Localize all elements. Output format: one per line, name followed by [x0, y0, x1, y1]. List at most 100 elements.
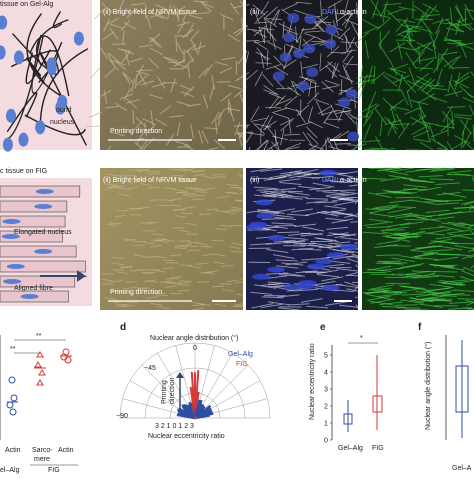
nucleus: [14, 50, 24, 64]
texture-stroke: [201, 246, 213, 247]
nucleus: [283, 32, 295, 42]
text: (ii) Bright-field of NRVM tissue: [103, 177, 197, 184]
text: nucleus: [50, 119, 75, 126]
texture-stroke: [241, 279, 243, 280]
texture-stroke: [371, 274, 395, 275]
box-fig: [373, 355, 382, 430]
nucleus: [36, 189, 54, 194]
nucleus: [298, 283, 316, 289]
text: Nuclear eccentricity ratio: [148, 433, 225, 440]
text: −45: [144, 365, 156, 372]
nucleus: [7, 264, 25, 269]
text: 0: [193, 345, 197, 352]
nucleus: [347, 132, 359, 142]
texture-stroke: [212, 240, 224, 241]
text: *: [360, 335, 363, 342]
nucleus: [304, 14, 316, 24]
texture-stroke: [123, 305, 135, 306]
nucleus: [255, 199, 273, 205]
texture-stroke: [355, 297, 358, 298]
nucleus: [293, 48, 305, 58]
text: mere: [34, 456, 50, 463]
texture-stroke: [306, 198, 328, 199]
text: Actin: [58, 447, 74, 454]
nucleus: [324, 39, 336, 49]
nucleus: [35, 120, 45, 134]
text: Gel–Alg: [338, 445, 363, 452]
text: tissue on Gel-Alg: [0, 1, 53, 8]
text: −90: [116, 413, 128, 420]
text: FIG: [48, 467, 60, 474]
text: 3 2 1 0 1 2 3: [155, 423, 194, 430]
texture-stroke: [369, 148, 387, 149]
texture-stroke: [181, 213, 193, 214]
texture-stroke: [281, 191, 303, 192]
nucleus: [307, 264, 325, 270]
texture-stroke: [381, 230, 405, 231]
texture-stroke: [163, 188, 175, 189]
nucleus: [256, 213, 274, 219]
texture-stroke: [91, 68, 100, 79]
text: DAPI: [322, 9, 338, 16]
text: (iii): [250, 9, 259, 16]
texture-stroke: [102, 284, 114, 285]
texture-stroke: [396, 197, 420, 198]
fibre: [0, 201, 67, 212]
text: (ii) Bright-field of NRVM tissue: [103, 9, 197, 16]
panel-letter: d: [120, 322, 126, 333]
text: DAPI: [322, 177, 338, 184]
y-tick-label: 4: [324, 370, 328, 377]
y-tick-label: 5: [324, 353, 328, 360]
text: **: [36, 333, 42, 340]
texture-stroke: [394, 305, 418, 306]
box-gel: [456, 340, 468, 438]
text: Gel–A: [452, 465, 472, 472]
text: el–Alg: [0, 467, 20, 474]
texture-stroke: [404, 219, 428, 220]
nucleus: [315, 258, 333, 264]
text: Sarco-: [32, 447, 53, 454]
y-tick-label: 2: [324, 404, 328, 411]
points-gel: [7, 377, 18, 415]
texture-stroke: [192, 171, 204, 172]
texture-stroke: [452, 67, 470, 68]
texture-stroke: [163, 82, 177, 83]
texture-stroke: [176, 37, 177, 51]
panel-letter: f: [418, 322, 422, 333]
texture-stroke: [396, 308, 420, 309]
texture-stroke: [274, 225, 296, 226]
text: Printing: [161, 380, 168, 404]
text: Nuclear angle distribution (°): [150, 334, 238, 342]
text: Aligned fibre: [14, 285, 53, 292]
points-fig: [34, 349, 72, 385]
texture-stroke: [458, 299, 474, 300]
nucleus: [2, 219, 20, 224]
nucleus: [18, 133, 28, 147]
y-tick-label: 1: [324, 421, 328, 428]
texture-stroke: [340, 197, 358, 198]
nucleus: [327, 252, 345, 258]
texture-stroke: [177, 147, 191, 148]
nucleus: [34, 249, 52, 254]
y-tick-label: 0: [324, 438, 328, 445]
nucleus: [6, 109, 16, 123]
text: α-actinin: [340, 9, 367, 16]
texture-stroke: [164, 282, 176, 283]
nucleus: [21, 294, 39, 299]
text: Nuclear eccentricity ratio: [309, 343, 316, 420]
nucleus: [306, 67, 318, 77]
nucleus: [319, 170, 337, 176]
nucleus: [280, 52, 292, 62]
nucleus: [340, 244, 358, 250]
text: FIG: [372, 445, 384, 452]
text: ound: [56, 107, 72, 114]
y-tick-label: 3: [324, 387, 328, 394]
texture-stroke: [415, 19, 433, 20]
nucleus: [3, 279, 21, 284]
text: Nuclear angle distribution (°): [424, 342, 432, 430]
panel-letter: e: [320, 322, 326, 333]
texture-stroke: [188, 250, 200, 251]
texture-stroke: [376, 255, 400, 256]
nucleus: [3, 138, 13, 152]
